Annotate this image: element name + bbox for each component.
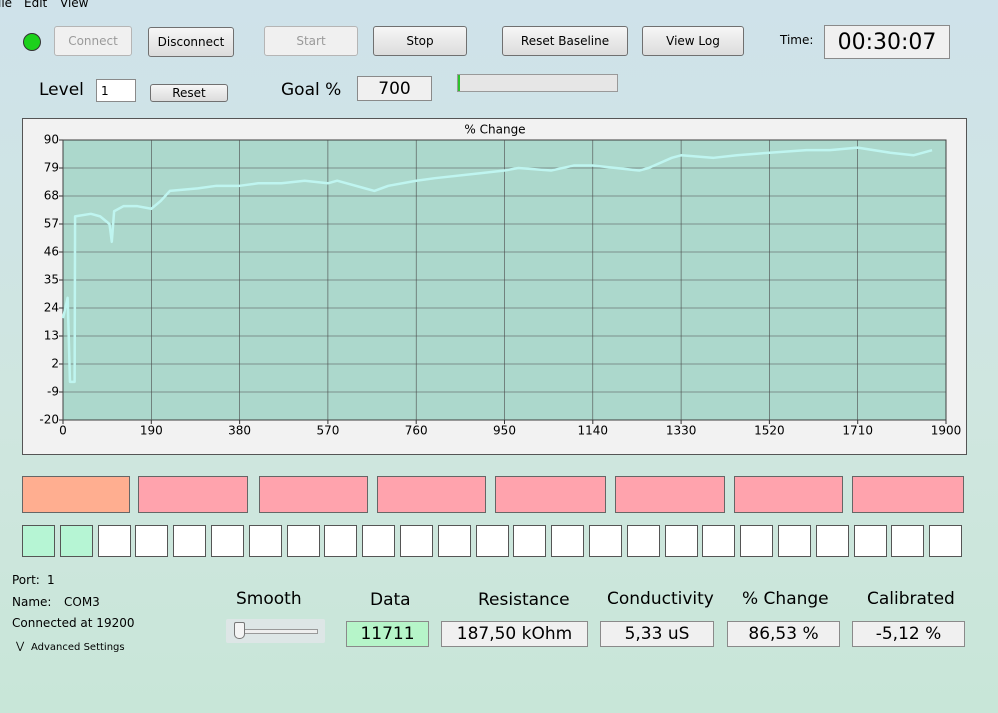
x-tick-label: 1900 — [931, 424, 962, 438]
x-tick-label: 760 — [405, 424, 428, 438]
port-label: Port: — [12, 573, 40, 587]
cell — [135, 525, 169, 557]
x-tick-label: 0 — [59, 424, 67, 438]
connect-button[interactable]: Connect — [54, 26, 132, 56]
port-value: 1 — [47, 573, 55, 587]
cell — [475, 525, 509, 557]
cell — [551, 525, 585, 557]
menu-file[interactable]: ile — [0, 0, 13, 10]
disconnect-button[interactable]: Disconnect — [148, 27, 234, 57]
goal-label: Goal % — [281, 80, 342, 100]
level-input[interactable]: 1 — [96, 79, 136, 102]
cell — [778, 525, 811, 557]
cell — [286, 525, 320, 557]
chart-title: % Change — [464, 123, 525, 137]
goal-display: 700 — [357, 76, 432, 101]
cell — [853, 525, 887, 557]
cell — [513, 525, 547, 557]
cell — [929, 525, 963, 557]
cell — [437, 525, 471, 557]
cell — [211, 525, 244, 557]
status-led — [23, 33, 41, 51]
y-tick-label: -9 — [47, 385, 59, 399]
advanced-settings[interactable]: Advanced Settings — [31, 642, 125, 653]
cell — [324, 525, 358, 557]
connection-status: Connected at 19200 — [12, 616, 135, 630]
x-tick-label: 380 — [228, 424, 251, 438]
x-tick-label: 1520 — [754, 424, 785, 438]
change-display: 86,53 % — [727, 621, 840, 647]
y-tick-label: 90 — [44, 133, 59, 147]
menu-view[interactable]: View — [60, 0, 89, 10]
level-indicator — [138, 476, 248, 513]
cell — [97, 525, 131, 557]
smooth-slider[interactable] — [226, 619, 325, 643]
level-indicator — [22, 476, 130, 513]
chart-frame: % Change -20 -9 2 13 24 35 46 57 68 79 90 0 190 380 57… — [22, 118, 967, 455]
cell — [664, 525, 698, 557]
data-line — [61, 146, 933, 384]
x-tick-label: 570 — [316, 424, 339, 438]
stop-button[interactable]: Stop — [373, 26, 467, 56]
y-tick-label: 35 — [44, 273, 59, 287]
level-reset-button[interactable]: Reset — [150, 84, 228, 102]
y-tick-label: 68 — [44, 189, 59, 203]
name-label: Name: — [12, 595, 52, 609]
cell — [815, 525, 849, 557]
x-tick-label: 1710 — [842, 424, 873, 438]
cell — [589, 525, 622, 557]
cell — [626, 525, 660, 557]
calibrated-label: Calibrated — [867, 589, 955, 609]
cell — [740, 525, 774, 557]
y-tick-label: 13 — [44, 329, 59, 343]
level-indicator — [377, 476, 486, 513]
y-tick-label: 24 — [44, 301, 59, 315]
menu-edit[interactable]: Edit — [24, 0, 48, 10]
data-display: 11711 — [346, 621, 429, 647]
x-tick-label: 950 — [493, 424, 516, 438]
resistance-label: Resistance — [478, 590, 570, 610]
smooth-label: Smooth — [236, 589, 302, 609]
level-indicator — [259, 476, 368, 513]
change-label: % Change — [742, 589, 829, 609]
time-display: 00:30:07 — [824, 25, 950, 59]
cell — [22, 525, 55, 557]
progress-bar — [457, 74, 618, 92]
level-indicator — [615, 476, 725, 513]
cell — [702, 525, 736, 557]
y-tick-label: 79 — [44, 161, 59, 175]
cell — [400, 525, 433, 557]
conductivity-label: Conductivity — [607, 589, 714, 609]
name-value: COM3 — [64, 595, 100, 609]
y-tick-label: 46 — [44, 245, 59, 259]
y-tick-label: 57 — [44, 217, 59, 231]
resistance-display: 187,50 kOhm — [441, 621, 588, 647]
cell — [173, 525, 207, 557]
level-indicator — [852, 476, 964, 513]
start-button[interactable]: Start — [264, 26, 358, 56]
chart: % Change -20 -9 2 13 24 35 46 57 68 79 90 0 190 380 57… — [39, 123, 962, 438]
calibrated-display: -5,12 % — [852, 621, 965, 647]
x-tick-label: 1330 — [666, 424, 697, 438]
reset-baseline-button[interactable]: Reset Baseline — [502, 26, 628, 56]
cell — [362, 525, 396, 557]
cell — [59, 525, 93, 557]
level-indicator — [495, 476, 606, 513]
x-tick-label: 190 — [140, 424, 163, 438]
y-tick-label: 2 — [51, 357, 59, 371]
cell — [248, 525, 282, 557]
level-label: Level — [39, 80, 84, 100]
level-indicator — [734, 476, 843, 513]
time-label: Time: — [780, 33, 814, 47]
advanced-toggle-icon[interactable]: ⋁ — [16, 641, 25, 652]
data-label: Data — [370, 590, 411, 610]
cell — [891, 525, 925, 557]
x-tick-label: 1140 — [578, 424, 609, 438]
y-tick-label: -20 — [39, 413, 59, 427]
view-log-button[interactable]: View Log — [642, 26, 744, 56]
conductivity-display: 5,33 uS — [600, 621, 714, 647]
